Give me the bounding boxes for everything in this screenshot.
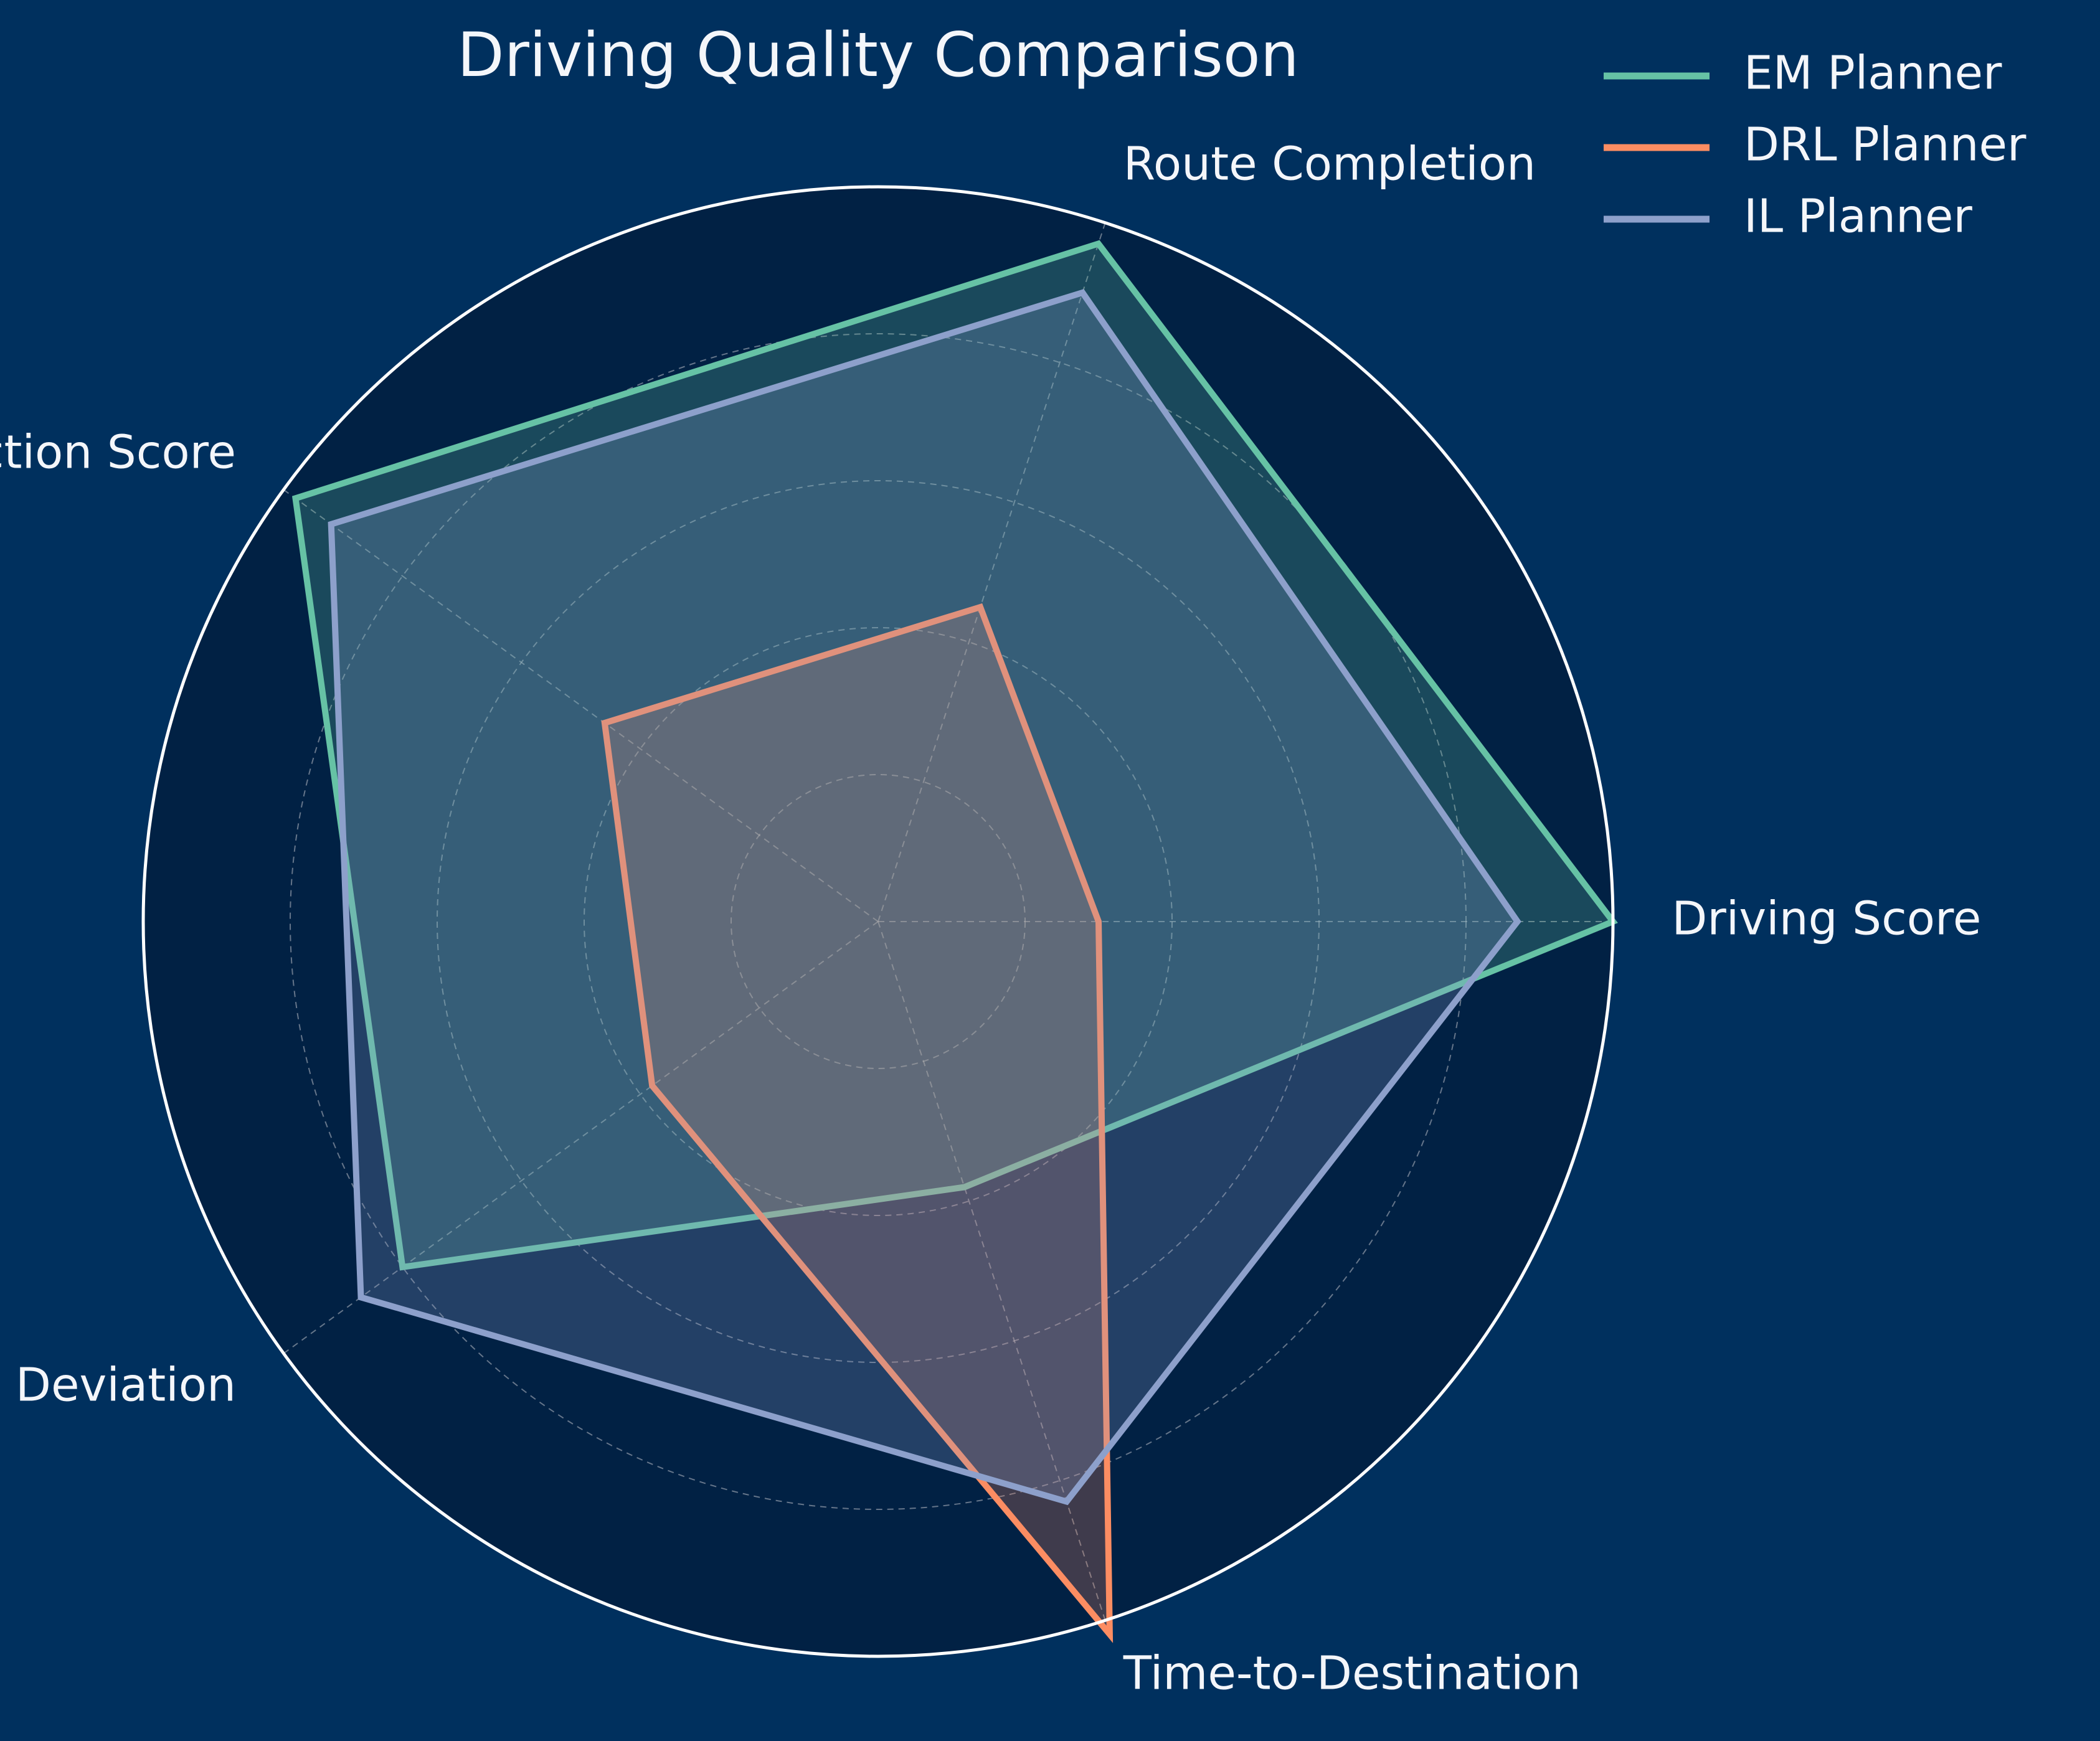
axis-labels: Driving Score Route Completion Infraction … xyxy=(0,137,1981,1700)
data-point-il-planner-4 xyxy=(358,1295,364,1300)
data-point-il-planner-5 xyxy=(1064,1499,1069,1504)
data-point-drl-planner-5 xyxy=(1107,1631,1112,1637)
data-point-drl-planner-3 xyxy=(602,720,607,725)
series-area-em-planner xyxy=(295,243,1613,1267)
polar-frame xyxy=(141,185,1615,1658)
legend-label-em-planner: EM Planner xyxy=(1744,47,2002,100)
series-area-il-planner xyxy=(331,293,1518,1502)
series-line-il-planner xyxy=(328,289,1521,1506)
legend-label-drl-planner: DRL Planner xyxy=(1744,118,2027,172)
radar-grid xyxy=(283,222,1613,1621)
data-point-em-planner-3 xyxy=(293,496,298,501)
data-point-il-planner-1 xyxy=(1515,919,1520,924)
radar-series xyxy=(291,240,1618,1643)
axis-label-deviation: Deviation xyxy=(16,1359,236,1412)
data-point-em-planner-2 xyxy=(1095,241,1101,247)
axis-label-driving-score: Driving Score xyxy=(1672,892,1981,946)
legend-label-il-planner: IL Planner xyxy=(1744,190,1972,243)
chart-title: Driving Quality Comparison xyxy=(457,20,1299,91)
radar-frame xyxy=(141,185,1615,1658)
axis-label-infraction-score: Infraction Score xyxy=(0,425,236,479)
axis-label-time-to-destination: Time-to-Destination xyxy=(1123,1647,1581,1701)
data-point-il-planner-2 xyxy=(1080,290,1085,295)
axis-label-route-completion: Route Completion xyxy=(1123,137,1536,191)
data-point-drl-planner-4 xyxy=(650,1083,655,1088)
data-point-em-planner-5 xyxy=(962,1184,967,1190)
series-line-drl-planner xyxy=(601,603,1114,1643)
legend: EM Planner DRL Planner IL Planner xyxy=(1604,47,2027,243)
data-point-em-planner-4 xyxy=(400,1264,405,1270)
data-point-drl-planner-2 xyxy=(978,604,983,610)
series-area-drl-planner xyxy=(604,607,1110,1635)
data-point-il-planner-3 xyxy=(328,521,334,527)
series-line-em-planner xyxy=(291,240,1618,1271)
data-point-drl-planner-1 xyxy=(1096,919,1101,924)
